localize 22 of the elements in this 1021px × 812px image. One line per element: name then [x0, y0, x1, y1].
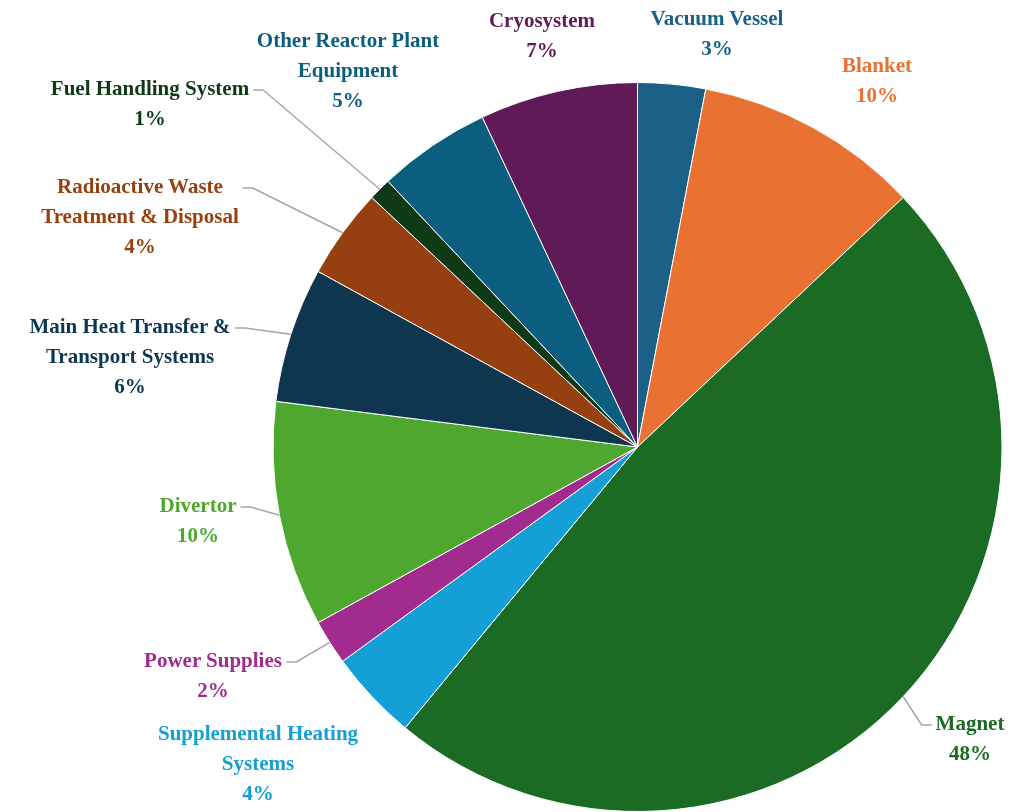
slice-label: Other Reactor Plant Equipment	[256, 28, 440, 83]
slice-label: Power Supplies	[144, 648, 282, 673]
data-label: 5%	[332, 88, 364, 113]
slice-label: Blanket	[841, 53, 913, 78]
data-label: 10%	[856, 83, 898, 108]
slice-label: Vacuum Vessel	[650, 6, 784, 31]
data-label: 4%	[242, 781, 274, 806]
data-label: 3%	[701, 36, 733, 61]
slice-label: Magnet	[935, 711, 1005, 736]
data-label: 1%	[134, 106, 166, 131]
data-label: 2%	[197, 678, 229, 703]
data-label: 10%	[177, 523, 219, 548]
data-label: 48%	[949, 741, 991, 766]
slice-label: Cryosystem	[488, 8, 596, 33]
slice-label: Supplemental Heating Systems	[157, 721, 359, 776]
data-label: 6%	[114, 374, 146, 399]
slice-label: Divertor	[159, 493, 237, 518]
data-label: 7%	[526, 38, 558, 63]
slice-label: Main Heat Transfer & Transport Systems	[29, 314, 231, 369]
slice-label: Radioactive Waste Treatment & Disposal	[41, 174, 239, 229]
data-label: 4%	[124, 234, 156, 259]
slice-label: Fuel Handling System	[50, 76, 250, 101]
